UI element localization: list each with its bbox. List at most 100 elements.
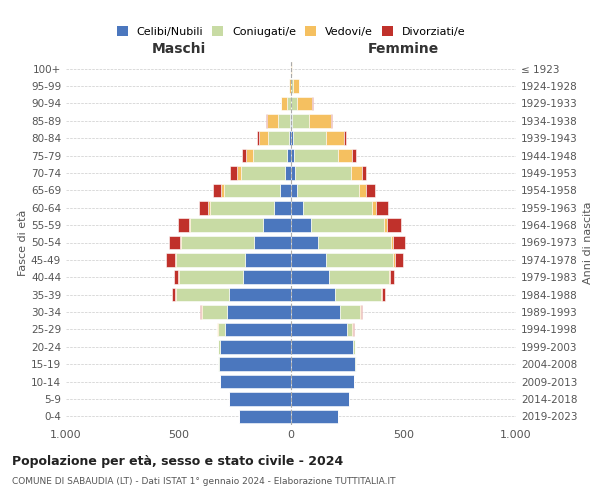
Bar (291, 270, 329, 284)
Bar (220, 375, 291, 388)
Bar (278, 114, 290, 128)
Bar (360, 305, 361, 319)
Bar (176, 288, 229, 302)
Bar (291, 80, 293, 93)
Bar (291, 340, 353, 353)
Y-axis label: Anni di nascita: Anni di nascita (583, 201, 593, 284)
Bar (281, 96, 287, 110)
Bar (169, 236, 180, 250)
Bar (291, 392, 349, 406)
Text: Femmine: Femmine (368, 42, 439, 56)
Bar (218, 358, 219, 371)
Bar (291, 288, 335, 302)
Bar (291, 201, 303, 214)
Bar (338, 149, 352, 162)
Bar (291, 184, 298, 197)
Text: Maschi: Maschi (151, 42, 206, 56)
Bar (242, 149, 246, 162)
Bar (297, 96, 312, 110)
Bar (367, 184, 375, 197)
Bar (242, 270, 291, 284)
Bar (199, 201, 208, 214)
Bar (290, 114, 291, 128)
Bar (291, 410, 338, 423)
Bar (166, 253, 175, 266)
Bar (344, 132, 346, 145)
Bar (220, 340, 291, 353)
Bar (245, 253, 291, 266)
Bar (326, 253, 393, 266)
Bar (311, 218, 384, 232)
Bar (175, 253, 176, 266)
Bar (376, 201, 388, 214)
Bar (178, 270, 179, 284)
Bar (179, 270, 242, 284)
Bar (326, 132, 344, 145)
Bar (173, 270, 178, 284)
Bar (317, 236, 391, 250)
Bar (268, 132, 289, 145)
Bar (224, 322, 291, 336)
Bar (227, 305, 291, 319)
Bar (263, 218, 291, 232)
Legend: Celibi/Nubili, Coniugati/e, Vedovi/e, Divorziati/e: Celibi/Nubili, Coniugati/e, Vedovi/e, Di… (112, 22, 470, 42)
Bar (229, 288, 291, 302)
Bar (394, 236, 405, 250)
Bar (384, 218, 387, 232)
Bar (303, 201, 372, 214)
Bar (208, 201, 210, 214)
Bar (291, 375, 353, 388)
Bar (291, 236, 317, 250)
Bar (291, 322, 347, 336)
Bar (246, 149, 253, 162)
Bar (259, 132, 268, 145)
Bar (382, 288, 385, 302)
Bar (175, 288, 176, 302)
Bar (351, 166, 362, 180)
Bar (274, 201, 291, 214)
Bar (359, 184, 367, 197)
Bar (230, 166, 237, 180)
Bar (291, 358, 355, 371)
Bar (212, 184, 221, 197)
Bar (229, 392, 291, 406)
Bar (331, 114, 332, 128)
Bar (253, 149, 287, 162)
Bar (181, 236, 254, 250)
Bar (393, 253, 395, 266)
Bar (237, 166, 241, 180)
Bar (298, 184, 359, 197)
Bar (347, 322, 352, 336)
Bar (340, 305, 360, 319)
Bar (285, 166, 291, 180)
Bar (395, 253, 403, 266)
Bar (291, 305, 340, 319)
Bar (180, 236, 181, 250)
Bar (289, 132, 291, 145)
Bar (335, 288, 381, 302)
Bar (202, 305, 227, 319)
Bar (178, 218, 189, 232)
Bar (353, 340, 355, 353)
Bar (172, 288, 175, 302)
Bar (189, 218, 190, 232)
Bar (294, 149, 338, 162)
Text: Popolazione per età, sesso e stato civile - 2024: Popolazione per età, sesso e stato civil… (12, 455, 343, 468)
Bar (190, 218, 263, 232)
Bar (387, 218, 401, 232)
Bar (390, 270, 394, 284)
Bar (291, 149, 294, 162)
Bar (291, 253, 326, 266)
Bar (219, 358, 291, 371)
Bar (391, 236, 394, 250)
Bar (291, 166, 295, 180)
Bar (310, 114, 331, 128)
Bar (287, 96, 290, 110)
Bar (218, 322, 224, 336)
Y-axis label: Fasce di età: Fasce di età (18, 210, 28, 276)
Bar (200, 305, 201, 319)
Bar (218, 340, 220, 353)
Bar (241, 166, 285, 180)
Bar (355, 358, 356, 371)
Bar (217, 322, 218, 336)
